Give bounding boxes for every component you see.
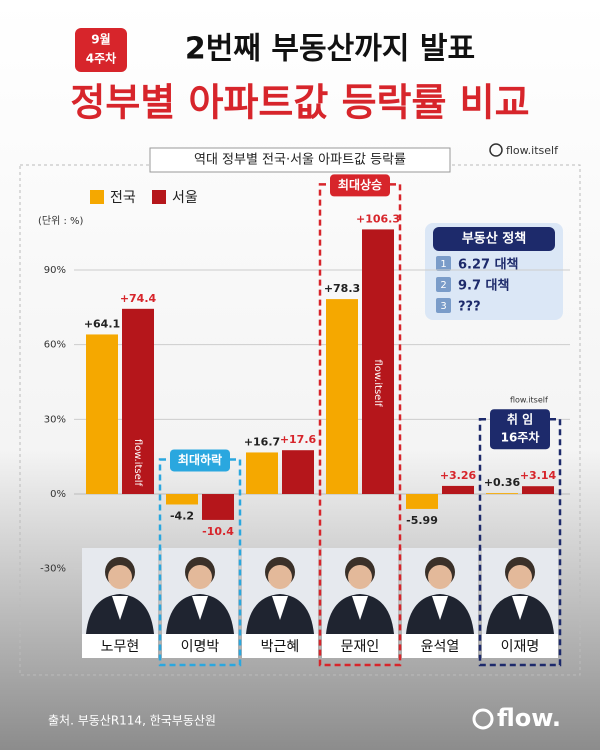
category-box bbox=[402, 634, 478, 658]
y-tick-label: 30% bbox=[44, 414, 66, 425]
x-tick-label: 박근혜 bbox=[261, 639, 300, 655]
bar bbox=[86, 334, 118, 495]
policy-num: 2 bbox=[440, 280, 446, 291]
bar bbox=[246, 452, 278, 495]
bar bbox=[202, 494, 234, 520]
value-label: +0.36 bbox=[484, 476, 521, 489]
category-box bbox=[482, 634, 558, 658]
bar bbox=[362, 229, 394, 495]
y-tick-label: 60% bbox=[44, 340, 66, 351]
bar-watermark: flow.itself bbox=[132, 439, 143, 487]
value-label: +106.3 bbox=[356, 212, 400, 225]
x-tick-label: 문재인 bbox=[341, 639, 380, 655]
bar bbox=[486, 493, 518, 495]
category-box bbox=[162, 634, 238, 658]
highlight-label-box bbox=[330, 174, 390, 197]
chart-title: 역대 정부별 전국·서울 아파트값 등락률 bbox=[194, 153, 406, 168]
photo-shirt bbox=[432, 596, 448, 620]
value-label: +64.1 bbox=[84, 317, 120, 330]
subtitle: 정부별 아파트값 등락률 비교 bbox=[70, 81, 529, 125]
bar-watermark: flow.itself bbox=[372, 359, 383, 407]
highlight-label: 16주차 bbox=[501, 430, 540, 445]
legend-label: 전국 bbox=[110, 190, 136, 206]
y-tick-label: 0% bbox=[50, 489, 66, 500]
bar bbox=[406, 494, 438, 509]
highlight-label: 최대상승 bbox=[338, 177, 382, 192]
policy-num-box bbox=[436, 298, 451, 313]
photo-face bbox=[268, 565, 292, 589]
highlight-label: 취 임 bbox=[507, 412, 533, 427]
value-label: +16.7 bbox=[244, 435, 280, 448]
photo-shirt bbox=[512, 596, 528, 620]
photo-face bbox=[428, 565, 452, 589]
unit-label: (단위 : %) bbox=[38, 214, 84, 227]
policy-title-box bbox=[433, 227, 555, 251]
policy-item: 9.7 대책 bbox=[458, 279, 509, 294]
legend-swatch bbox=[90, 190, 104, 204]
highlight-label-box bbox=[170, 449, 230, 472]
photo-shirt bbox=[352, 596, 368, 620]
watermark: flow.itself bbox=[510, 396, 548, 405]
highlight-label: 최대하락 bbox=[178, 452, 222, 467]
value-label: +78.3 bbox=[324, 282, 360, 295]
source: 출처. 부동산R114, 한국부동산원 bbox=[48, 714, 216, 728]
value-label: +3.26 bbox=[440, 469, 477, 482]
policy-item: ??? bbox=[458, 300, 481, 315]
value-label: +74.4 bbox=[120, 292, 157, 305]
badge-text: 4주차 bbox=[86, 51, 116, 66]
legend-swatch bbox=[152, 190, 166, 204]
bar bbox=[326, 299, 358, 495]
value-label: +17.6 bbox=[280, 433, 317, 446]
highlight-label-box bbox=[490, 409, 550, 450]
bar bbox=[166, 494, 198, 505]
value-label: -5.99 bbox=[406, 514, 438, 527]
bar bbox=[522, 486, 554, 495]
watermark: flow.itself bbox=[506, 144, 559, 157]
photo-face bbox=[348, 565, 372, 589]
policy-item: 6.27 대책 bbox=[458, 258, 519, 273]
policy-num-box bbox=[436, 256, 451, 271]
policy-num: 3 bbox=[440, 301, 446, 312]
photo-shirt bbox=[192, 596, 208, 620]
value-label: -10.4 bbox=[202, 525, 234, 538]
chart-title-box bbox=[149, 147, 451, 173]
y-tick-label: -30% bbox=[40, 564, 66, 575]
x-tick-label: 이명박 bbox=[181, 639, 220, 655]
bar bbox=[442, 485, 474, 495]
photo-face bbox=[508, 565, 532, 589]
x-tick-label: 이재명 bbox=[501, 639, 540, 655]
category-box bbox=[82, 634, 158, 658]
photo-face bbox=[188, 565, 212, 589]
photo-shirt bbox=[272, 596, 288, 620]
category-box bbox=[242, 634, 318, 658]
policy-num-box bbox=[436, 277, 451, 292]
title: 2번째 부동산까지 발표 bbox=[185, 32, 475, 67]
photo-face bbox=[108, 565, 132, 589]
badge bbox=[75, 28, 127, 72]
bar bbox=[282, 450, 314, 495]
policy-num: 1 bbox=[440, 259, 446, 270]
badge-text: 9월 bbox=[91, 32, 110, 47]
value-label: -4.2 bbox=[170, 509, 194, 522]
y-tick-label: 90% bbox=[44, 265, 66, 276]
x-tick-label: 노무현 bbox=[101, 639, 140, 655]
photo-shirt bbox=[112, 596, 128, 620]
chart-frame bbox=[19, 164, 581, 676]
value-label: +3.14 bbox=[520, 469, 557, 482]
logo: flow. bbox=[497, 704, 561, 732]
logo-icon bbox=[472, 708, 494, 730]
icon bbox=[489, 143, 503, 157]
policy-title: 부동산 정책 bbox=[462, 231, 526, 247]
x-tick-label: 윤석열 bbox=[421, 639, 460, 655]
category-box bbox=[322, 634, 398, 658]
legend-label: 서울 bbox=[172, 190, 198, 206]
bar bbox=[122, 308, 154, 495]
